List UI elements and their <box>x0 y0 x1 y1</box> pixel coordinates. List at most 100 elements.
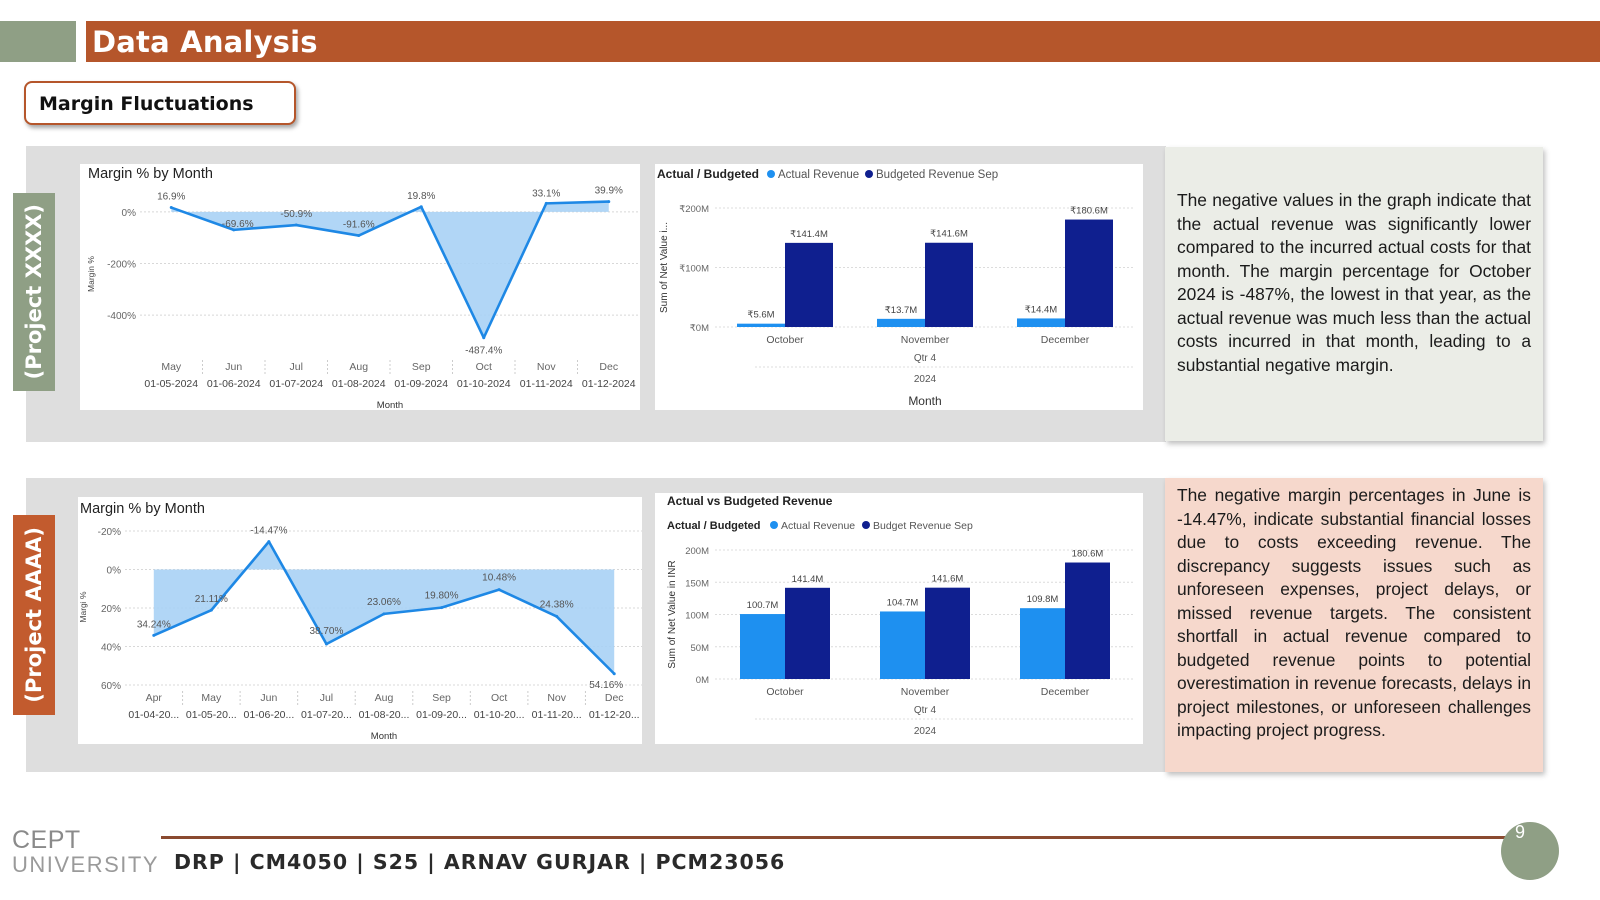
data-point <box>555 614 559 618</box>
project-aaaa-label-text: (Project AAAA) <box>22 527 46 703</box>
x-tick-sublabel: Qtr 4 <box>914 705 937 716</box>
data-label: 39.9% <box>595 186 623 197</box>
data-point <box>607 200 611 204</box>
data-point <box>544 201 548 205</box>
actual-vs-budgeted-chart-xxxx: Actual / Budgeted Actual Revenue Budgeted … <box>657 167 1135 408</box>
x-tick-label: November <box>901 686 950 698</box>
x-tick-label: May <box>201 692 222 704</box>
y-tick-label: -20% <box>98 527 121 538</box>
budgeted-revenue-bar <box>785 242 833 327</box>
y-tick-label: -200% <box>107 260 136 271</box>
x-tick-label: Jun <box>225 361 242 373</box>
y-tick-label: 200M <box>685 546 709 557</box>
y-axis-label: Margi % <box>78 591 88 623</box>
legend-label: Actual Revenue <box>781 520 855 532</box>
series-line <box>170 200 609 340</box>
margin-by-month-chart-aaaa: Margin % by Month -20% 0% 20% 40% 60% Margi % 3… <box>78 501 642 742</box>
budgeted-revenue-bar <box>925 242 973 327</box>
data-label: 33.1% <box>532 188 560 199</box>
data-label: 16.9% <box>157 192 185 203</box>
data-point <box>440 606 444 610</box>
legend-marker <box>862 521 870 529</box>
analysis-note-xxxx: The negative values in the graph indicat… <box>1165 147 1543 441</box>
x-tick-label: Sep <box>432 692 451 704</box>
data-point <box>482 336 486 340</box>
x-tick-sublabel: 01-08-20... <box>359 709 410 721</box>
data-label: -69.6% <box>222 219 254 230</box>
data-label: 34.24% <box>137 619 171 630</box>
data-point <box>382 612 386 616</box>
x-tick-sublabel: 01-09-20... <box>416 709 467 721</box>
legend-marker <box>770 521 778 529</box>
y-tick-label: 0% <box>107 566 122 577</box>
x-axis-label: Month <box>908 394 941 408</box>
x-tick-label: Jul <box>290 361 303 373</box>
data-label: ₹141.4M <box>790 229 828 240</box>
data-label: 180.6M <box>1072 549 1104 560</box>
analysis-note-aaaa: The negative margin percentages in June … <box>1165 478 1543 772</box>
page-number-badge <box>1501 822 1559 880</box>
x-tick-sublabel: 01-07-20... <box>301 709 352 721</box>
data-label: -487.4% <box>465 346 502 357</box>
project-aaaa-label: (Project AAAA) <box>13 515 55 715</box>
data-label: ₹180.6M <box>1070 206 1108 217</box>
y-tick-label: -400% <box>107 311 136 322</box>
data-point <box>419 205 423 209</box>
data-label: 141.4M <box>792 574 824 585</box>
data-label: 109.8M <box>1027 594 1059 605</box>
data-label: ₹14.4M <box>1025 304 1058 315</box>
data-point <box>357 234 361 238</box>
data-label: 38.70% <box>309 626 343 637</box>
y-axis-label: Margin % <box>86 256 96 292</box>
x-tick-label: December <box>1041 686 1090 698</box>
data-point <box>324 642 328 646</box>
data-label: 141.6M <box>932 574 964 585</box>
x-tick-sublabel: Qtr 4 <box>914 353 937 364</box>
x-tick-sublabel: 2024 <box>914 374 937 385</box>
chart-title: Margin % by Month <box>80 501 205 517</box>
x-tick-sublabel: 01-10-2024 <box>457 378 511 390</box>
y-tick-label: 40% <box>101 643 121 654</box>
x-tick-sublabel: 01-05-2024 <box>144 378 198 390</box>
data-label: 100.7M <box>747 600 779 611</box>
x-tick-label: Nov <box>537 361 556 373</box>
analysis-note-xxxx-text: The negative values in the graph indicat… <box>1177 190 1531 375</box>
project-xxxx-label: (Project XXXX) <box>13 193 55 391</box>
actual-revenue-bar <box>877 318 925 327</box>
data-label: ₹141.6M <box>930 229 968 240</box>
x-tick-label: Oct <box>491 692 507 704</box>
y-tick-label: 150M <box>685 578 709 589</box>
y-tick-label: 0M <box>696 675 709 686</box>
budgeted-revenue-bar <box>1065 219 1113 327</box>
actual-revenue-bar <box>740 614 785 679</box>
project-xxxx-label-text: (Project XXXX) <box>22 204 46 380</box>
x-tick-label: Aug <box>375 692 394 704</box>
x-tick-sublabel: 01-04-20... <box>128 709 179 721</box>
x-tick-label: Jun <box>260 692 277 704</box>
data-label: 24.38% <box>540 599 574 610</box>
chart-card-a-margin: Margin % by Month -20% 0% 20% 40% 60% Margi % 3… <box>78 497 642 744</box>
legend-label: Budgeted Revenue Sep <box>876 169 998 181</box>
actual-revenue-bar <box>880 611 925 679</box>
x-tick-sublabel: 01-12-20... <box>589 709 640 721</box>
chart-title: Margin % by Month <box>88 166 213 182</box>
chart-card-x-margin: Margin % by Month -400% -200% 0% Margin % 16.… <box>80 164 640 410</box>
x-tick-sublabel: 01-06-2024 <box>207 378 261 390</box>
x-axis-label: Month <box>377 400 403 410</box>
x-tick-sublabel: 01-11-20... <box>532 709 582 721</box>
data-label: ₹5.6M <box>747 310 774 321</box>
legend-label: Budget Revenue Sep <box>873 520 973 532</box>
actual-revenue-bar <box>1017 318 1065 327</box>
university-logo-text: UNIVERSITY <box>12 852 160 877</box>
x-tick-sublabel: 01-09-2024 <box>394 378 448 390</box>
cept-logo-text: CEPT <box>12 826 81 854</box>
section-title-box: Margin Fluctuations <box>24 81 296 125</box>
legend-title: Actual / Budgeted <box>657 167 759 181</box>
page-number: 9 <box>1515 822 1526 842</box>
section-title: Margin Fluctuations <box>39 93 254 115</box>
y-tick-label: 60% <box>101 681 121 692</box>
y-tick-label: ₹100M <box>679 264 709 275</box>
x-tick-label: November <box>901 334 950 346</box>
footer-divider <box>161 836 1519 839</box>
data-point <box>169 206 173 210</box>
